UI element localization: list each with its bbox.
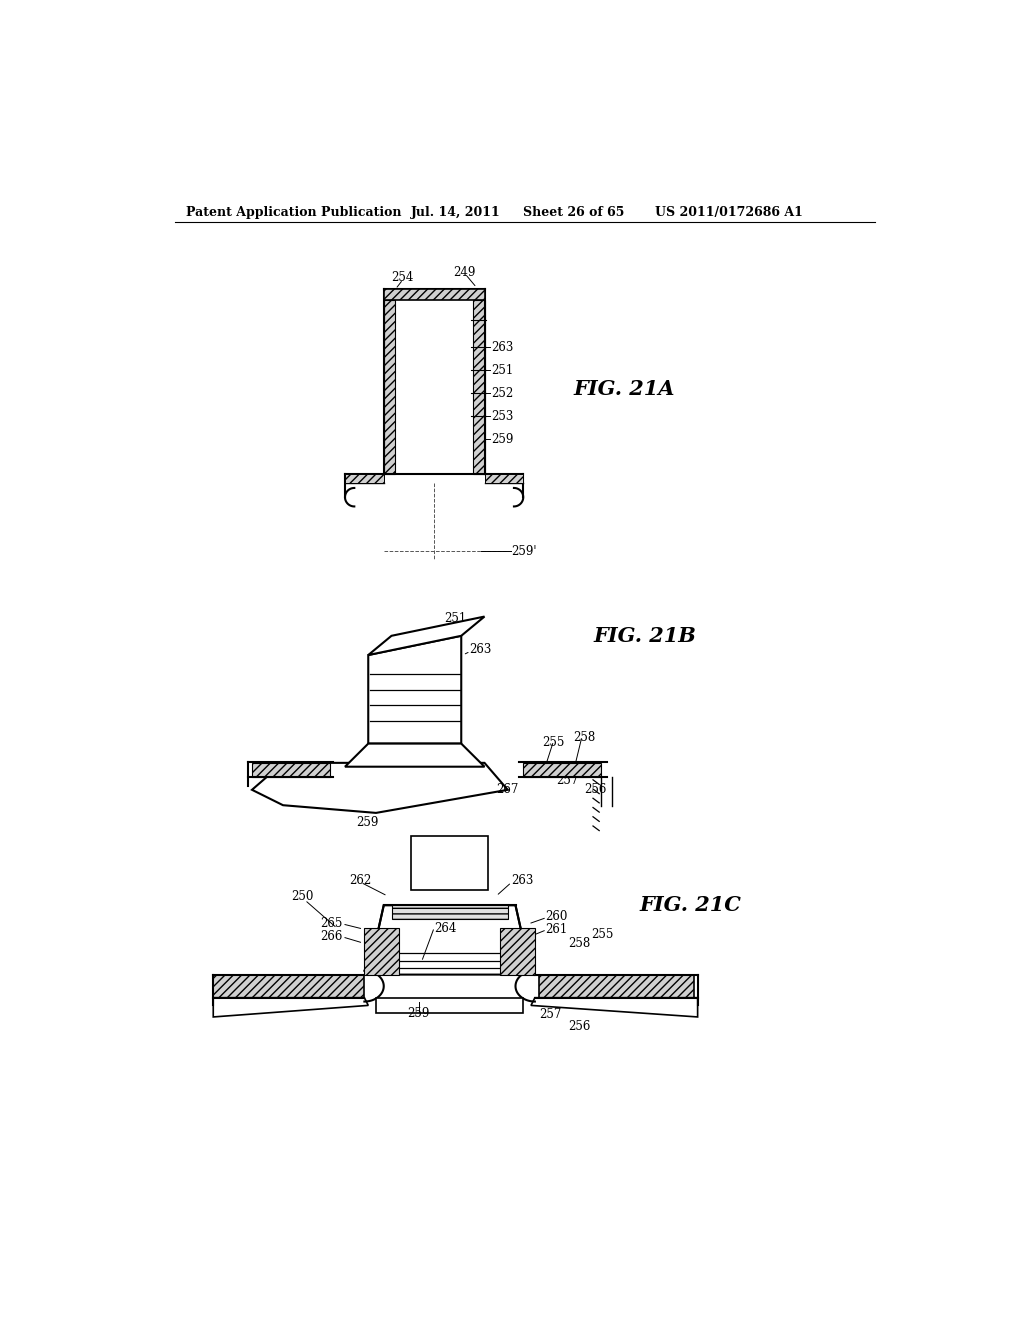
Text: 267: 267 bbox=[496, 783, 518, 796]
Text: 259: 259 bbox=[407, 1007, 429, 1019]
Text: 259: 259 bbox=[356, 816, 379, 829]
Text: 251: 251 bbox=[444, 612, 467, 626]
Polygon shape bbox=[369, 636, 461, 743]
Bar bbox=[376, 998, 523, 1014]
Bar bbox=[213, 974, 365, 998]
Text: 253: 253 bbox=[490, 409, 513, 422]
Bar bbox=[252, 763, 330, 776]
Text: 251: 251 bbox=[430, 849, 453, 862]
Bar bbox=[411, 836, 488, 890]
Bar bbox=[473, 300, 484, 474]
Bar bbox=[523, 763, 601, 776]
Text: FIG. 21B: FIG. 21B bbox=[593, 626, 696, 645]
Text: 255: 255 bbox=[543, 735, 565, 748]
Bar bbox=[539, 974, 693, 998]
Polygon shape bbox=[369, 616, 484, 655]
Text: 254: 254 bbox=[391, 271, 414, 284]
Text: 255: 255 bbox=[592, 928, 613, 941]
Bar bbox=[365, 928, 399, 974]
Text: 256: 256 bbox=[568, 1020, 591, 1034]
Text: 249: 249 bbox=[454, 265, 476, 279]
Text: 258: 258 bbox=[568, 937, 591, 950]
Text: Patent Application Publication: Patent Application Publication bbox=[186, 206, 401, 219]
Bar bbox=[345, 474, 384, 483]
Text: 263: 263 bbox=[512, 874, 534, 887]
Polygon shape bbox=[345, 743, 484, 767]
Text: 251: 251 bbox=[490, 363, 513, 376]
Bar bbox=[391, 906, 508, 919]
Bar bbox=[500, 928, 535, 974]
Text: 252: 252 bbox=[490, 387, 513, 400]
Polygon shape bbox=[531, 998, 697, 1016]
Text: 264: 264 bbox=[434, 921, 457, 935]
Text: Sheet 26 of 65: Sheet 26 of 65 bbox=[523, 206, 625, 219]
Text: 260: 260 bbox=[545, 911, 567, 924]
Text: FIG. 21A: FIG. 21A bbox=[573, 379, 675, 400]
Bar bbox=[484, 474, 523, 483]
Text: 256: 256 bbox=[584, 783, 606, 796]
Text: 263: 263 bbox=[469, 643, 492, 656]
Text: 257: 257 bbox=[556, 774, 579, 787]
Text: 250: 250 bbox=[291, 890, 313, 903]
Text: FIG. 21C: FIG. 21C bbox=[640, 895, 741, 915]
Bar bbox=[384, 300, 395, 474]
Polygon shape bbox=[252, 763, 508, 813]
Bar bbox=[384, 289, 484, 300]
Text: 259: 259 bbox=[490, 433, 513, 446]
Polygon shape bbox=[213, 998, 369, 1016]
Text: 266: 266 bbox=[321, 929, 343, 942]
Text: 261: 261 bbox=[545, 923, 567, 936]
Text: 257: 257 bbox=[539, 1008, 561, 1022]
Text: US 2011/0172686 A1: US 2011/0172686 A1 bbox=[655, 206, 803, 219]
Text: 262: 262 bbox=[349, 874, 371, 887]
Text: 265: 265 bbox=[321, 916, 343, 929]
Text: 259': 259' bbox=[512, 545, 538, 557]
Text: Jul. 14, 2011: Jul. 14, 2011 bbox=[411, 206, 501, 219]
Bar bbox=[395, 300, 473, 474]
Polygon shape bbox=[369, 906, 531, 974]
Text: 263: 263 bbox=[490, 341, 513, 354]
Text: 258: 258 bbox=[573, 731, 596, 744]
